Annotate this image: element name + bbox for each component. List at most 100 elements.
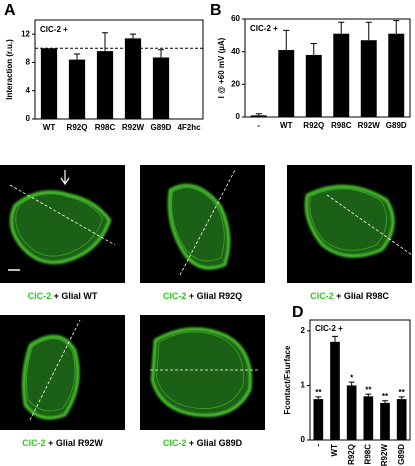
axes-frame <box>309 319 411 441</box>
error-bar <box>255 113 262 116</box>
x-tick-label: R92W <box>380 444 389 466</box>
y-tick-label: 20 <box>231 79 240 88</box>
x-tick-label: WT <box>330 444 339 457</box>
caption-text: + Glial R92W <box>46 438 104 448</box>
bar <box>363 396 374 440</box>
cell-texture <box>309 188 388 251</box>
cell <box>305 185 395 258</box>
x-tick-label: R92W <box>122 123 145 132</box>
bar <box>124 38 142 120</box>
x-tick-label: R92W <box>358 121 381 130</box>
y-tick-label: 12 <box>21 29 30 38</box>
y-tick-label: 60 <box>231 14 240 23</box>
error-bar <box>102 32 108 52</box>
caption-text: + Glial WT <box>51 291 98 301</box>
arrow <box>60 170 70 186</box>
error-bar <box>338 21 345 34</box>
error-bar <box>283 29 290 51</box>
error-bar <box>348 381 355 386</box>
caption-text: + Glial R98C <box>334 291 390 301</box>
cell-texture <box>171 187 225 262</box>
micrograph-group <box>0 165 413 430</box>
chart-title: ClC-2 + <box>40 25 68 34</box>
x-tick-label: WT <box>43 123 56 132</box>
image-caption: ClC-2 + Glial R92W <box>22 438 103 448</box>
x-tick-label: G89D <box>386 121 407 130</box>
y-tick-label: 1 <box>301 381 306 390</box>
bar <box>360 40 377 117</box>
contact-line <box>29 319 81 421</box>
panel-letter: B <box>210 2 222 19</box>
error-bar <box>365 21 372 41</box>
caption-protein: ClC-2 <box>163 291 187 301</box>
axes-frame <box>34 19 204 120</box>
x-tick-label: R92Q <box>67 123 88 132</box>
image-caption: ClC-2 + Glial G89D <box>163 438 243 448</box>
x-tick-label: R92Q <box>347 444 356 465</box>
significance: ** <box>399 388 406 397</box>
bar <box>96 51 114 119</box>
y-axis-label: Interaction (r.u.) <box>5 39 14 100</box>
micrograph <box>140 315 265 430</box>
bar <box>380 402 390 440</box>
significance: ** <box>382 392 389 401</box>
x-tick-label: R98C <box>331 121 352 130</box>
caption-protein: ClC-2 <box>22 438 46 448</box>
contact-line <box>9 184 116 246</box>
y-tick-label: 8 <box>26 58 31 67</box>
error-bar <box>310 43 317 55</box>
image-caption: ClC-2 + Glial WT <box>28 291 98 301</box>
caption-protein: ClC-2 <box>28 291 52 301</box>
y-tick-label: 0 <box>236 112 241 121</box>
caption-text: + Glial R92Q <box>186 291 242 301</box>
error-bar <box>365 393 372 397</box>
y-tick-label: 2 <box>301 326 306 335</box>
micrograph <box>287 165 413 283</box>
bar <box>278 50 295 117</box>
y-tick-label: 40 <box>231 47 240 56</box>
chart-title: ClC-2 + <box>315 324 343 333</box>
y-tick-label: 4 <box>26 86 31 95</box>
bar <box>333 33 350 118</box>
error-bar <box>315 396 322 400</box>
cell-texture <box>26 338 76 412</box>
panel-letter: A <box>4 2 16 19</box>
x-tick-label: R98C <box>95 123 116 132</box>
significance: ** <box>315 388 322 397</box>
cell-texture <box>15 193 104 257</box>
image-caption: ClC-2 + Glial R98C <box>310 291 389 301</box>
significance: * <box>350 373 354 382</box>
y-tick-label: 0 <box>301 435 306 444</box>
contact-line <box>326 194 413 256</box>
error-bar <box>398 396 405 400</box>
caption-protein: ClC-2 <box>163 438 187 448</box>
bar <box>396 399 407 440</box>
x-tick-label: 4F2hc <box>177 123 201 132</box>
cell <box>10 190 112 264</box>
bar <box>313 399 324 440</box>
bar <box>152 57 170 119</box>
error-bar <box>130 33 136 39</box>
error-bar <box>158 49 164 58</box>
x-tick-label: G89D <box>151 123 172 132</box>
panel-letter: D <box>292 304 304 321</box>
axes-frame <box>244 18 411 118</box>
x-tick-label: - <box>257 121 260 130</box>
bar <box>40 48 58 119</box>
x-tick-label: G89D <box>397 444 406 465</box>
error-bar <box>332 335 338 342</box>
significance: ** <box>365 385 372 394</box>
bar <box>346 385 357 440</box>
error-bar <box>74 53 80 60</box>
error-bar <box>393 20 400 34</box>
x-tick-label: R92Q <box>303 121 324 130</box>
bar <box>388 33 405 118</box>
chart-title: ClC-2 + <box>250 24 278 33</box>
cell-texture <box>156 331 244 410</box>
micrograph <box>0 315 125 430</box>
x-tick-label: WT <box>280 121 293 130</box>
bar <box>305 54 322 117</box>
x-tick-label: - <box>313 444 322 447</box>
error-bar <box>382 400 388 403</box>
